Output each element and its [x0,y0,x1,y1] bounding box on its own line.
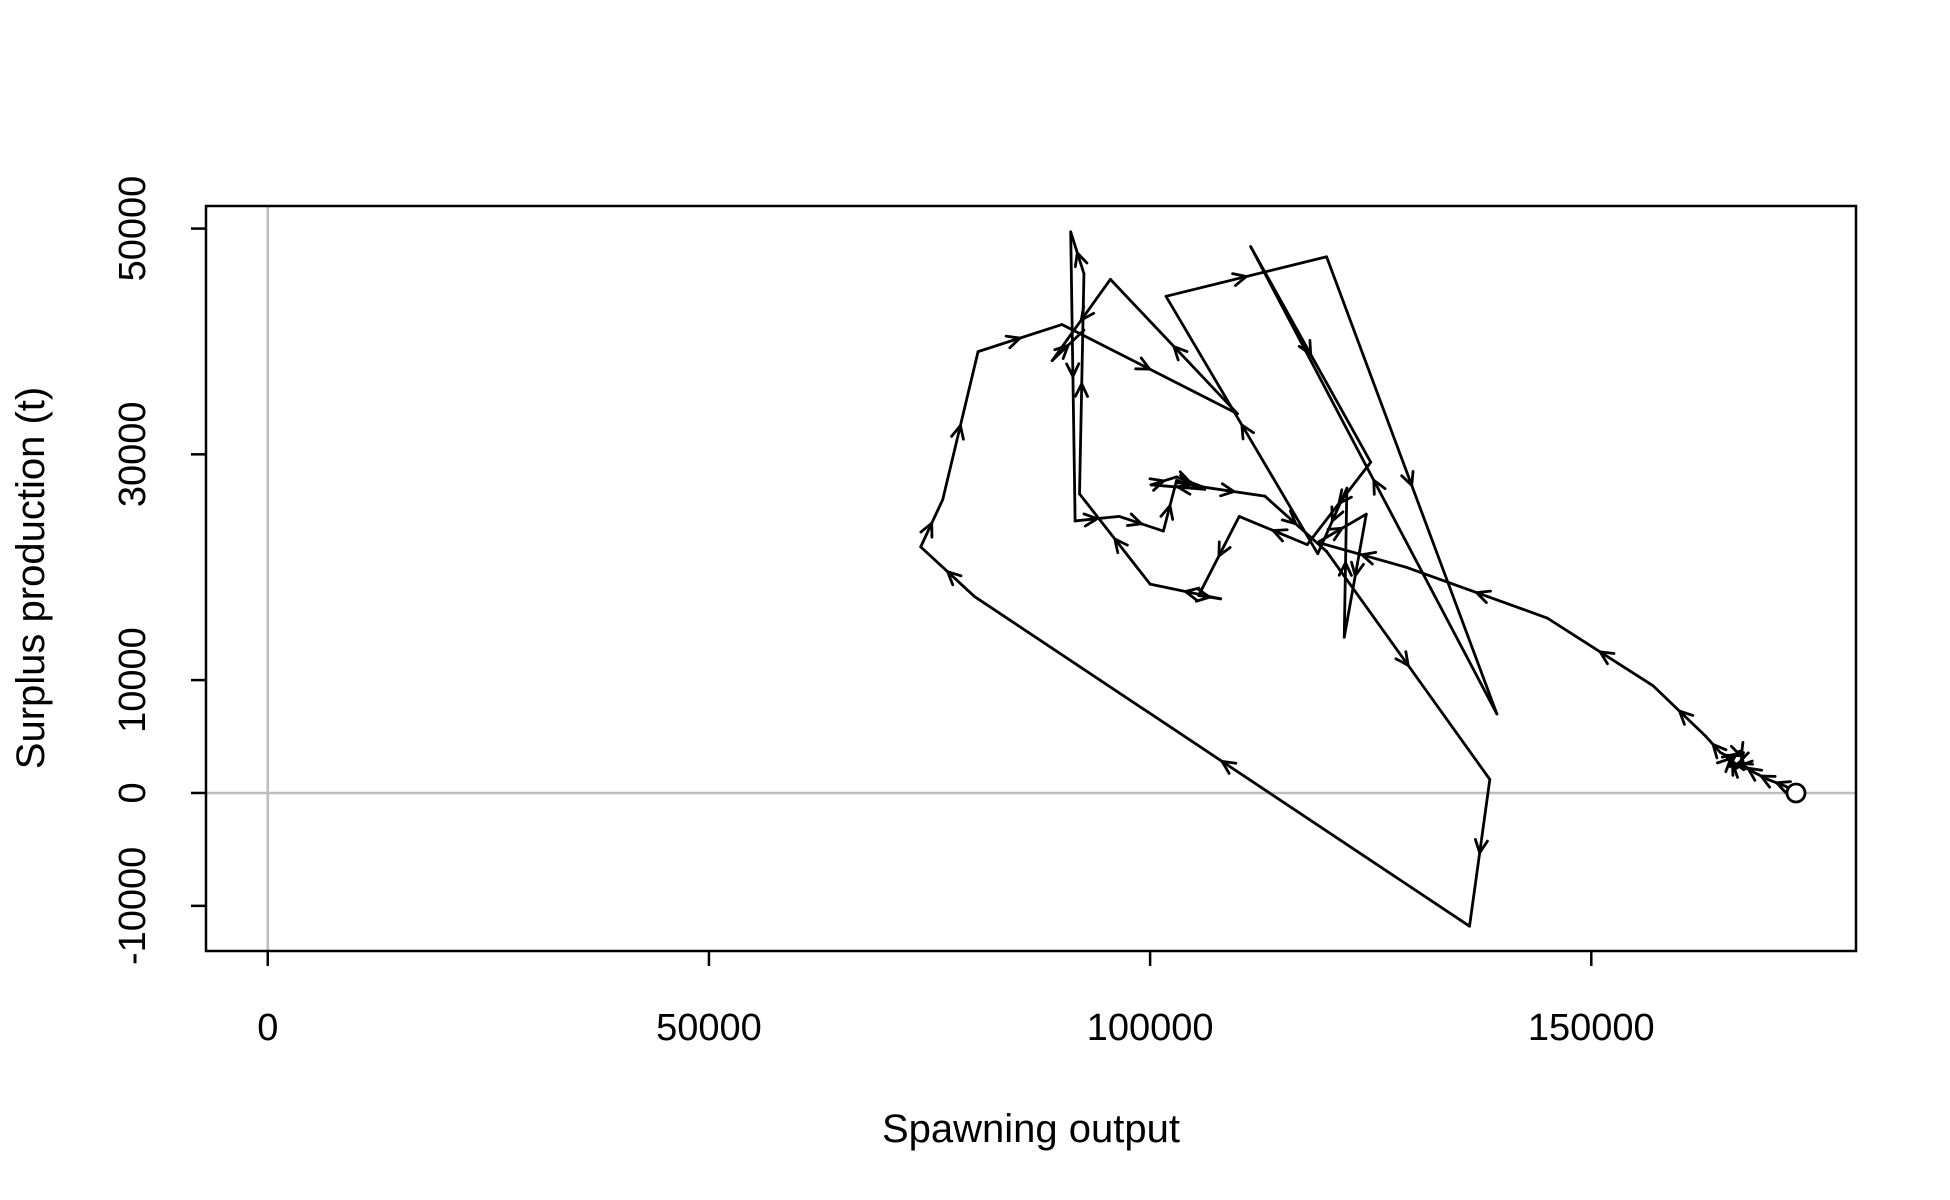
trajectory-arrowhead [1337,488,1353,505]
trajectory-arrowhead [1372,478,1387,496]
x-axis-title: Spawning output [882,1107,1180,1151]
trajectory-arrowhead [1082,512,1099,528]
trajectory-series [919,230,1807,928]
y-tick-label: 50000 [112,176,154,282]
y-tick-label: 30000 [112,401,154,507]
zero-reference-lines [206,206,1856,951]
trajectory-arrowhead [1297,339,1313,356]
trajectory-arrowhead [946,570,963,587]
plot-frame [204,204,1858,953]
trajectory-arrowhead [1184,586,1201,602]
trajectory-arrowhead [1394,650,1410,667]
y-tick-label: 0 [112,782,154,803]
trajectory-arrowhead [919,521,934,539]
trajectory-arrowhead [1724,753,1741,768]
trajectory-arrowhead [1350,560,1365,578]
x-tick-label: 50000 [656,1007,762,1049]
x-tick-label: 150000 [1528,1007,1655,1049]
trajectory-arrowhead [1240,423,1255,441]
start-point-marker [1785,782,1807,804]
trajectory-arrowhead [1174,470,1192,485]
trajectory-arrowhead [1400,470,1415,487]
y-tick-label: 10000 [112,627,154,733]
x-tick-label: 0 [257,1007,278,1049]
trajectory-arrowhead [1678,709,1695,726]
trajectory-arrowhead [1737,751,1754,766]
trajectory-arrowhead [1134,356,1152,371]
trajectory-arrowhead [1475,589,1492,605]
trajectory-arrowhead [1731,759,1746,777]
trajectory-arrowhead [1775,780,1792,795]
trajectory-arrowhead [1079,304,1095,322]
trajectory-arrowhead [1280,509,1298,526]
y-tick-label: -10000 [112,847,154,965]
trajectory-arrowhead [1065,362,1081,378]
trajectory-arrowhead [1730,740,1745,758]
trajectory-arrowhead [1219,482,1236,498]
trajectory-arrowhead [1159,504,1175,521]
x-axis: 0 50000 100000 150000 [257,951,1655,1049]
trajectory-arrowhead [1473,838,1489,855]
trajectory-arrowhead [1360,550,1378,566]
trajectory-arrowhead [1073,251,1089,269]
trajectory-arrowhead [1126,512,1143,527]
trajectory-arrowhead [1759,774,1777,789]
trajectory-arrowhead [1711,743,1728,760]
trajectory-arrowhead [1113,537,1129,555]
trajectory-arrowhead [950,424,965,441]
y-axis: -10000 0 10000 30000 50000 [112,176,206,965]
trajectory-arrowhead [1220,759,1238,775]
trajectory-arrowhead [1148,477,1166,492]
trajectory-arrowhead [1176,480,1193,496]
trajectory-arrowhead [1746,766,1764,782]
trajectory-arrowhead [1004,334,1022,350]
trajectory-arrowhead [1053,344,1070,360]
trajectory-arrowhead [1231,272,1248,287]
trajectory-arrowhead [1073,382,1089,398]
y-axis-title: Surplus production (t) [9,387,53,769]
trajectory-arrowhead [1271,528,1289,543]
trajectory-arrowhead [1172,345,1189,362]
trajectory-arrowhead [1217,540,1232,558]
x-tick-label: 100000 [1087,1007,1214,1049]
trajectory-arrowhead [1326,526,1344,542]
trajectory-arrowhead [1598,650,1616,666]
